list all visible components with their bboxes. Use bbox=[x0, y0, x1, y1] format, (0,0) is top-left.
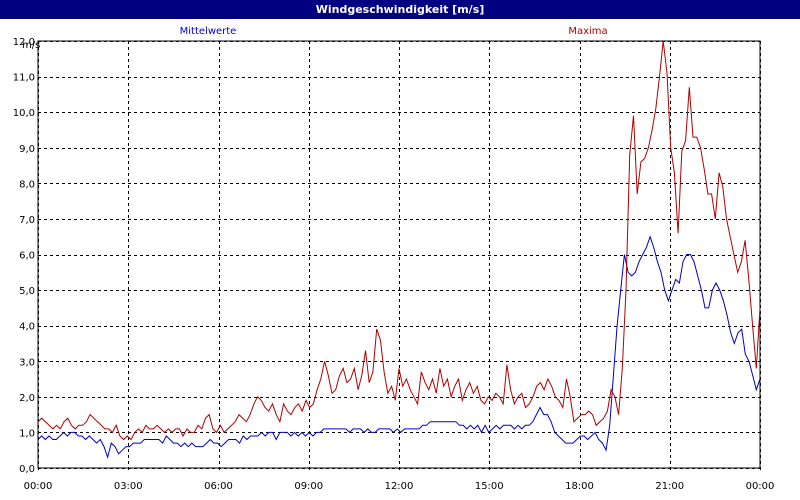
legend-mittelwerte: Mittelwerte bbox=[180, 26, 237, 37]
grid-lines bbox=[38, 41, 761, 472]
x-tick-time: 21:00 bbox=[655, 481, 684, 492]
x-tick-time: 00:00 bbox=[24, 481, 53, 492]
x-tick-time: 03:00 bbox=[114, 481, 143, 492]
y-tick-label: 7,0 bbox=[19, 215, 35, 226]
series-line-mittelwerte bbox=[37, 235, 761, 460]
series-line-maxima bbox=[37, 40, 761, 441]
y-tick-label: 12,0 bbox=[13, 37, 35, 48]
x-tick-time: 15:00 bbox=[475, 481, 504, 492]
y-tick-label: 1,0 bbox=[19, 428, 35, 439]
y-tick-label: 8,0 bbox=[19, 179, 35, 190]
x-tick-time: 12:00 bbox=[385, 481, 414, 492]
x-tick-time: 09:00 bbox=[294, 481, 323, 492]
y-tick-label: 10,0 bbox=[13, 108, 35, 119]
x-tick-time: 18:00 bbox=[565, 481, 594, 492]
x-tick-time: 00:00 bbox=[746, 481, 775, 492]
y-tick-label: 9,0 bbox=[19, 144, 35, 155]
wind-speed-chart: 0,0 1,0 2,0 3,0 4,0 5,0 6,0 7,0 8,0 9,0 10,0 11,0 12… bbox=[13, 26, 783, 500]
y-tick-label: 5,0 bbox=[19, 286, 35, 297]
y-tick-label: 3,0 bbox=[19, 357, 35, 368]
y-axis: 0,0 1,0 2,0 3,0 4,0 5,0 6,0 7,0 8,0 9,0 10,0 11,0 12… bbox=[13, 37, 35, 475]
y-tick-label: 6,0 bbox=[19, 251, 35, 262]
y-tick-label: 11,0 bbox=[13, 73, 35, 84]
y-axis-unit-label: m/s bbox=[22, 40, 40, 51]
x-axis: 00:0008.02.2403:0008.02.2406:0008.02.240… bbox=[16, 481, 783, 500]
window-title: Windgeschwindigkeit [m/s] bbox=[0, 0, 800, 19]
y-tick-label: 0,0 bbox=[19, 464, 35, 475]
y-tick-label: 2,0 bbox=[19, 393, 35, 404]
legend-maxima: Maxima bbox=[568, 26, 607, 37]
y-tick-label: 4,0 bbox=[19, 322, 35, 333]
series-lines bbox=[37, 40, 761, 460]
x-tick-time: 06:00 bbox=[204, 481, 233, 492]
